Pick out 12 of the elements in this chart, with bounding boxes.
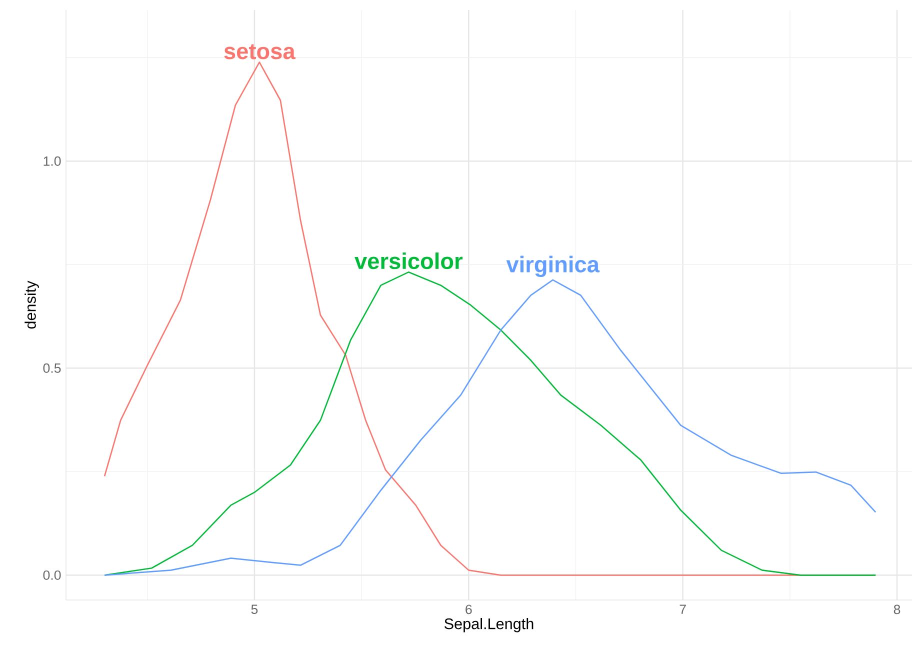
x-tick-label: 7 bbox=[680, 604, 686, 614]
series-label: versicolor bbox=[354, 252, 463, 270]
y-tick-label: 1.0 bbox=[44, 156, 61, 166]
y-tick-label: 0.5 bbox=[43, 363, 61, 373]
x-tick-label: 8 bbox=[894, 604, 900, 614]
series-label: setosa bbox=[224, 44, 296, 60]
x-axis-title: Sepal.Length bbox=[444, 618, 534, 632]
y-tick-label: 0.0 bbox=[43, 570, 61, 580]
y-axis-title: density bbox=[24, 280, 39, 329]
x-tick-label: 6 bbox=[466, 604, 472, 614]
series-label: virginica bbox=[506, 256, 600, 278]
x-tick-label: 5 bbox=[251, 604, 258, 614]
